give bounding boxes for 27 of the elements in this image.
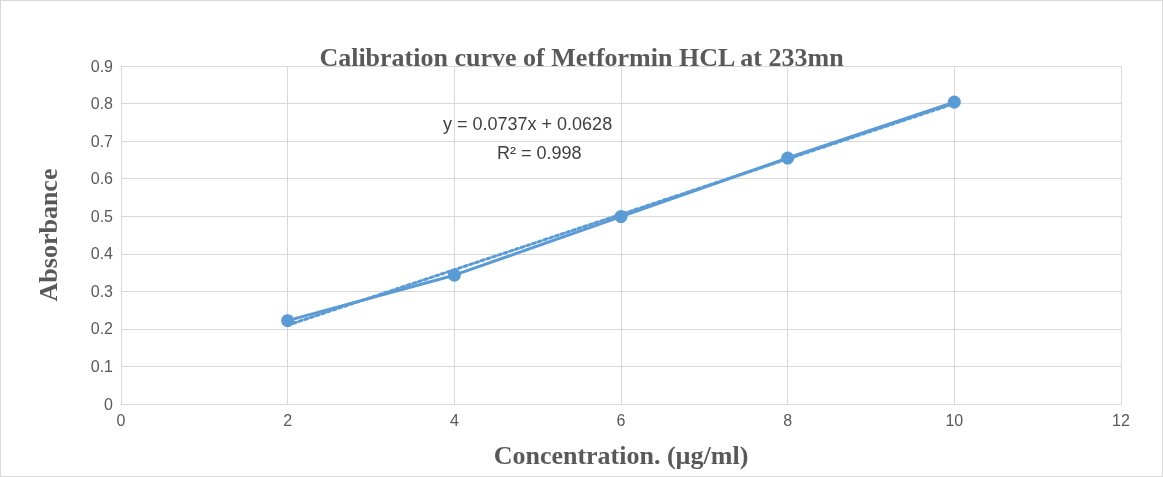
annotation: R² = 0.998 — [497, 143, 582, 163]
point — [614, 210, 628, 224]
x-tick-label: 4 — [449, 411, 459, 429]
y-tick-label: 0.7 — [90, 132, 114, 150]
x-tick-label: 0 — [116, 411, 126, 429]
y-tick-label: 0.6 — [90, 170, 114, 188]
y-tick-label: 0 — [104, 395, 114, 413]
point — [447, 268, 461, 282]
x-tick-label: 12 — [1112, 411, 1130, 429]
x-tick-label: 2 — [283, 411, 293, 429]
y-tick-label: 0.4 — [90, 245, 114, 263]
y-tick-label: 0.9 — [90, 57, 114, 75]
point — [947, 95, 961, 109]
y-tick-label: 0.8 — [90, 95, 114, 113]
x-tick-label: 8 — [783, 411, 793, 429]
x-tick-label: 10 — [945, 411, 964, 429]
chart-title: Calibration curve of Metformin HCL at 233mn — [319, 42, 845, 72]
y-tick-label: 0.2 — [90, 320, 114, 338]
annotation: y = 0.0737x + 0.0628 — [443, 114, 613, 134]
y-tick-label: 0.1 — [90, 357, 114, 375]
y-tick-label: 0.3 — [90, 282, 114, 300]
y-tick-label: 0.5 — [90, 207, 114, 225]
x-axis-title: Concentration. (µg/ml) — [493, 440, 749, 470]
point — [281, 314, 295, 328]
point — [781, 151, 795, 165]
y-axis-title: Absorbance — [33, 168, 63, 302]
x-tick-label: 6 — [616, 411, 626, 429]
